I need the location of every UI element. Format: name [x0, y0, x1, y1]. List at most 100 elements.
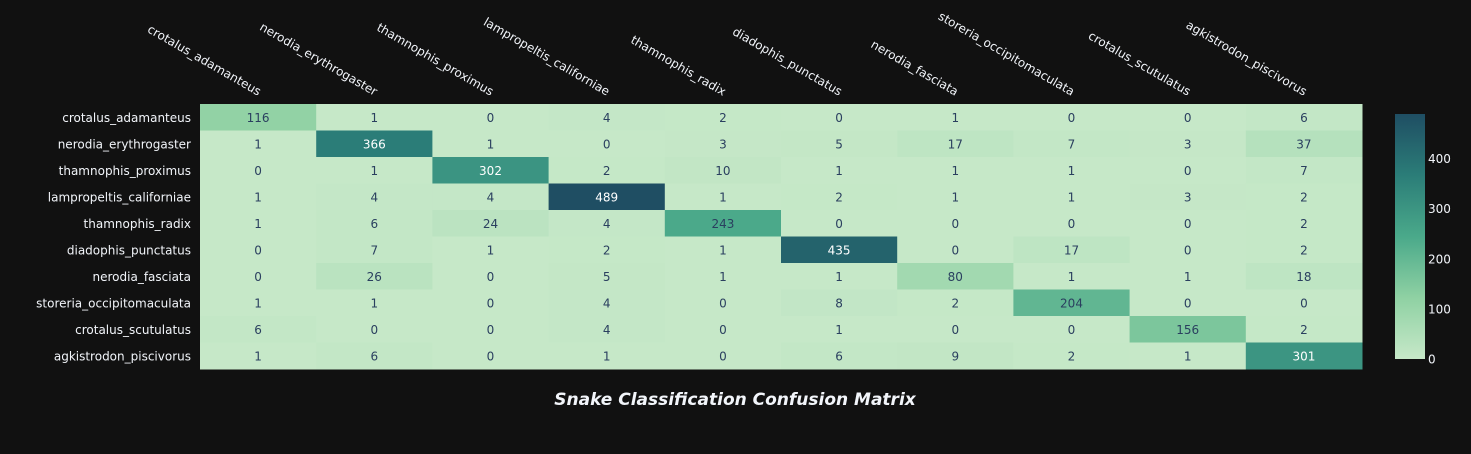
cell-value-label-agkistrodon-piscivorus-lampropeltis-californiae: 1 [603, 349, 611, 363]
y-tick-label-thamnophis-radix: thamnophis_radix [84, 217, 191, 231]
cell-value-label-thamnophis-radix-thamnophis-proximus: 24 [483, 217, 498, 231]
heatmap-cell-agkistrodon-piscivorus-storeria-occipitomaculata [1013, 342, 1131, 370]
heatmap-cell-diadophis-punctatus-nerodia-fasciata [897, 236, 1014, 264]
heatmap-cell-crotalus-adamanteus-nerodia-erythrogaster [316, 104, 433, 131]
heatmap-cell-crotalus-scutulatus-agkistrodon-piscivorus [1245, 316, 1363, 343]
cell-value-label-thamnophis-radix-crotalus-scutulatus: 0 [1184, 217, 1192, 231]
heatmap-cell-agkistrodon-piscivorus-crotalus-scutulatus [1129, 342, 1247, 370]
cell-value-label-agkistrodon-piscivorus-nerodia-fasciata: 9 [951, 349, 959, 363]
cell-value-label-nerodia-erythrogaster-thamnophis-proximus: 1 [487, 137, 495, 151]
cell-value-label-crotalus-adamanteus-nerodia-fasciata: 1 [951, 111, 959, 125]
cell-value-label-crotalus-scutulatus-lampropeltis-californiae: 4 [603, 323, 611, 337]
heatmap-cell-storeria-occipitomaculata-nerodia-fasciata [897, 289, 1014, 317]
cell-value-label-crotalus-scutulatus-crotalus-scutulatus: 156 [1176, 323, 1199, 337]
heatmap-cell-thamnophis-radix-nerodia-erythrogaster [316, 210, 433, 237]
heatmap-cell-nerodia-erythrogaster-storeria-occipitomaculata [1013, 130, 1131, 158]
heatmap-cell-nerodia-fasciata-diadophis-punctatus [781, 263, 898, 290]
heatmap-cell-diadophis-punctatus-agkistrodon-piscivorus [1245, 236, 1363, 264]
cell-value-label-nerodia-erythrogaster-storeria-occipitomaculata: 7 [1068, 137, 1076, 151]
heatmap-cell-lampropeltis-californiae-crotalus-adamanteus [200, 183, 317, 211]
heatmap-cell-thamnophis-proximus-crotalus-scutulatus [1129, 157, 1247, 184]
heatmap-cell-crotalus-adamanteus-nerodia-fasciata [897, 104, 1014, 131]
cell-value-label-nerodia-fasciata-thamnophis-radix: 1 [719, 270, 727, 284]
heatmap-cell-crotalus-adamanteus-agkistrodon-piscivorus [1245, 104, 1363, 131]
colorbar-tick-label-0: 0 [1428, 353, 1436, 367]
heatmap-cell-diadophis-punctatus-thamnophis-proximus [432, 236, 550, 264]
cell-value-label-crotalus-scutulatus-thamnophis-proximus: 0 [487, 323, 495, 337]
heatmap-cell-storeria-occipitomaculata-nerodia-erythrogaster [316, 289, 433, 317]
heatmap-cell-crotalus-adamanteus-lampropeltis-californiae [548, 104, 666, 131]
cell-value-label-crotalus-scutulatus-storeria-occipitomaculata: 0 [1068, 323, 1076, 337]
cell-value-label-agkistrodon-piscivorus-storeria-occipitomaculata: 2 [1068, 349, 1076, 363]
heatmap-cell-nerodia-fasciata-agkistrodon-piscivorus [1245, 263, 1363, 290]
y-tick-label-crotalus-adamanteus: crotalus_adamanteus [62, 111, 191, 125]
cell-value-label-lampropeltis-californiae-nerodia-fasciata: 1 [951, 190, 959, 204]
heatmap-cell-diadophis-punctatus-crotalus-scutulatus [1129, 236, 1247, 264]
cell-value-label-crotalus-adamanteus-crotalus-scutulatus: 0 [1184, 111, 1192, 125]
colorbar-tick-label-400: 400 [1428, 152, 1451, 166]
heatmap-cell-diadophis-punctatus-lampropeltis-californiae [548, 236, 666, 264]
cell-value-label-diadophis-punctatus-crotalus-adamanteus: 0 [254, 243, 262, 257]
cell-value-label-crotalus-adamanteus-lampropeltis-californiae: 4 [603, 111, 611, 125]
heatmap-cell-storeria-occipitomaculata-storeria-occipitomaculata [1013, 289, 1131, 317]
heatmap-cell-crotalus-scutulatus-diadophis-punctatus [781, 316, 898, 343]
heatmap-cell-nerodia-fasciata-storeria-occipitomaculata [1013, 263, 1131, 290]
cell-value-label-storeria-occipitomaculata-thamnophis-radix: 0 [719, 296, 727, 310]
cell-value-label-nerodia-fasciata-nerodia-fasciata: 80 [948, 270, 963, 284]
heatmap-cell-diadophis-punctatus-nerodia-erythrogaster [316, 236, 433, 264]
y-tick-label-nerodia-erythrogaster: nerodia_erythrogaster [58, 137, 191, 151]
cell-value-label-nerodia-fasciata-storeria-occipitomaculata: 1 [1068, 270, 1076, 284]
heatmap-cell-thamnophis-radix-nerodia-fasciata [897, 210, 1014, 237]
cell-value-label-storeria-occipitomaculata-nerodia-erythrogaster: 1 [370, 296, 378, 310]
x-tick-label-agkistrodon-piscivorus: agkistrodon_piscivorus [1184, 18, 1310, 99]
heatmap-cell-diadophis-punctatus-diadophis-punctatus [781, 236, 898, 264]
heatmap-cell-crotalus-adamanteus-crotalus-scutulatus [1129, 104, 1247, 131]
cell-value-label-thamnophis-proximus-nerodia-erythrogaster: 1 [370, 164, 378, 178]
cell-value-label-nerodia-erythrogaster-agkistrodon-piscivorus: 37 [1296, 137, 1311, 151]
cell-value-label-nerodia-erythrogaster-crotalus-scutulatus: 3 [1184, 137, 1192, 151]
cell-value-label-nerodia-erythrogaster-nerodia-fasciata: 17 [948, 137, 963, 151]
cell-value-label-thamnophis-radix-nerodia-erythrogaster: 6 [370, 217, 378, 231]
heatmap-cell-crotalus-adamanteus-thamnophis-radix [664, 104, 782, 131]
x-tick-label-nerodia-erythrogaster: nerodia_erythrogaster [257, 20, 379, 99]
cell-value-label-thamnophis-proximus-diadophis-punctatus: 1 [835, 164, 843, 178]
cell-value-label-crotalus-adamanteus-storeria-occipitomaculata: 0 [1068, 111, 1076, 125]
heatmap-cell-crotalus-scutulatus-thamnophis-radix [664, 316, 782, 343]
cell-value-label-crotalus-adamanteus-thamnophis-proximus: 0 [487, 111, 495, 125]
heatmap-cell-thamnophis-proximus-thamnophis-proximus [432, 157, 550, 184]
heatmap-cell-lampropeltis-californiae-agkistrodon-piscivorus [1245, 183, 1363, 211]
cell-value-label-crotalus-scutulatus-nerodia-erythrogaster: 0 [370, 323, 378, 337]
heatmap-cell-storeria-occipitomaculata-thamnophis-proximus [432, 289, 550, 317]
y-tick-label-thamnophis-proximus: thamnophis_proximus [59, 164, 191, 178]
heatmap-cell-crotalus-scutulatus-nerodia-erythrogaster [316, 316, 433, 343]
colorbar-gradient [1395, 114, 1425, 359]
x-tick-label-crotalus-scutulatus: crotalus_scutulatus [1086, 29, 1193, 99]
heatmap-cell-crotalus-scutulatus-crotalus-adamanteus [200, 316, 317, 343]
cell-value-label-storeria-occipitomaculata-crotalus-adamanteus: 1 [254, 296, 262, 310]
heatmap-cell-thamnophis-proximus-nerodia-fasciata [897, 157, 1014, 184]
heatmap-cell-nerodia-erythrogaster-agkistrodon-piscivorus [1245, 130, 1363, 158]
heatmap-cells: 116 1 0 4 2 0 1 0 0 61 366 1 0 3 5 17 7 3 370 1 302 2 10 1 1 1 0 71… [200, 104, 1363, 370]
cell-value-label-diadophis-punctatus-lampropeltis-californiae: 2 [603, 243, 611, 257]
cell-value-label-crotalus-scutulatus-nerodia-fasciata: 0 [951, 323, 959, 337]
cell-value-label-crotalus-adamanteus-diadophis-punctatus: 0 [835, 111, 843, 125]
y-tick-label-crotalus-scutulatus: crotalus_scutulatus [75, 323, 191, 337]
heatmap-cell-nerodia-fasciata-crotalus-adamanteus [200, 263, 317, 290]
heatmap-cell-thamnophis-radix-agkistrodon-piscivorus [1245, 210, 1363, 237]
cell-value-label-nerodia-erythrogaster-thamnophis-radix: 3 [719, 137, 727, 151]
y-tick-label-diadophis-punctatus: diadophis_punctatus [67, 243, 191, 257]
heatmap-cell-thamnophis-radix-thamnophis-proximus [432, 210, 550, 237]
cell-value-label-crotalus-scutulatus-diadophis-punctatus: 1 [835, 323, 843, 337]
heatmap-cell-crotalus-adamanteus-storeria-occipitomaculata [1013, 104, 1131, 131]
cell-value-label-thamnophis-radix-diadophis-punctatus: 0 [835, 217, 843, 231]
cell-value-label-storeria-occipitomaculata-diadophis-punctatus: 8 [835, 296, 843, 310]
chart-title: Snake Classification Confusion Matrix [554, 390, 917, 410]
cell-value-label-lampropeltis-californiae-crotalus-adamanteus: 1 [254, 190, 262, 204]
cell-value-label-diadophis-punctatus-nerodia-fasciata: 0 [951, 243, 959, 257]
cell-value-label-storeria-occipitomaculata-crotalus-scutulatus: 0 [1184, 296, 1192, 310]
heatmap-cell-nerodia-erythrogaster-nerodia-fasciata [897, 130, 1014, 158]
heatmap-cell-agkistrodon-piscivorus-agkistrodon-piscivorus [1245, 342, 1363, 370]
heatmap-cell-nerodia-fasciata-thamnophis-proximus [432, 263, 550, 290]
